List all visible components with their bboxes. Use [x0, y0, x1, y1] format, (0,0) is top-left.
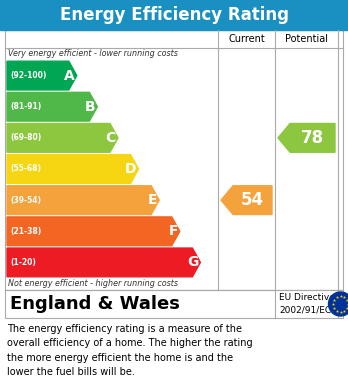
Text: (39-54): (39-54)	[10, 196, 41, 204]
Text: The energy efficiency rating is a measure of the
overall efficiency of a home. T: The energy efficiency rating is a measur…	[7, 324, 253, 377]
Text: (21-38): (21-38)	[10, 227, 41, 236]
Bar	[0, 0, 348, 30]
Text: (1-20): (1-20)	[10, 258, 36, 267]
Bar	[5, 290, 343, 318]
Text: (55-68): (55-68)	[10, 165, 41, 174]
Text: G: G	[187, 255, 198, 269]
Polygon shape	[7, 61, 77, 90]
Text: (81-91): (81-91)	[10, 102, 41, 111]
Text: D: D	[125, 162, 137, 176]
Polygon shape	[7, 154, 139, 183]
Polygon shape	[7, 124, 118, 152]
Polygon shape	[7, 186, 159, 215]
Polygon shape	[7, 248, 200, 277]
Text: 78: 78	[301, 129, 324, 147]
Text: B: B	[85, 100, 95, 114]
Text: (69-80): (69-80)	[10, 133, 41, 142]
Text: Energy Efficiency Rating: Energy Efficiency Rating	[60, 6, 288, 24]
Text: 54: 54	[241, 191, 264, 209]
Text: EU Directive
2002/91/EC: EU Directive 2002/91/EC	[279, 293, 335, 315]
Circle shape	[329, 292, 348, 316]
Polygon shape	[7, 92, 97, 121]
Polygon shape	[278, 124, 335, 152]
Text: A: A	[64, 68, 75, 83]
Text: E: E	[148, 193, 157, 207]
Text: Potential: Potential	[285, 34, 328, 44]
Bar	[5, 30, 343, 290]
Text: Very energy efficient - lower running costs: Very energy efficient - lower running co…	[8, 50, 178, 59]
Polygon shape	[221, 186, 272, 215]
Text: Not energy efficient - higher running costs: Not energy efficient - higher running co…	[8, 280, 178, 289]
Text: C: C	[106, 131, 116, 145]
Text: F: F	[168, 224, 178, 238]
Text: England & Wales: England & Wales	[10, 295, 180, 313]
Text: Current: Current	[228, 34, 265, 44]
Text: (92-100): (92-100)	[10, 71, 46, 80]
Polygon shape	[7, 217, 180, 246]
